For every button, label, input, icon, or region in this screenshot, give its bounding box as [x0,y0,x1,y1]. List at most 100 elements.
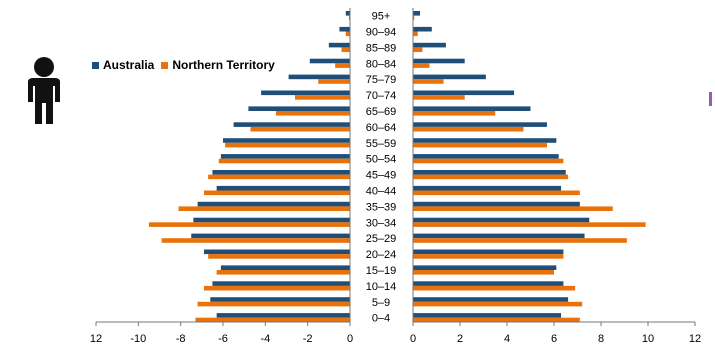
right-tick-label-2: 4 [504,333,510,345]
bar-left-australia-5-9 [210,297,350,302]
bar-right-australia-70-74 [413,90,515,96]
right-tick-label-3: 6 [551,333,557,345]
bar-left-northern-territory-35-39 [178,206,350,211]
legend-item-australia: Australia [92,58,154,72]
bar-left-northern-territory-70-74 [294,95,350,100]
bar-left-australia-75-79 [288,74,350,80]
bar-left-northern-territory-75-79 [318,79,350,84]
left-tick-label-5: -2 [303,333,313,345]
bar-right-australia-5-9 [413,297,569,302]
bar-left-northern-territory-95- [348,15,350,21]
bar-right-australia-10-14 [413,281,564,286]
age-label-90-94: 90–94 [366,27,397,39]
bar-left-australia-20-24 [203,249,350,255]
bar-right-australia-55-59 [413,138,557,143]
bar-right-australia-85-89 [413,42,446,48]
bar-left-australia-25-29 [191,233,350,239]
bar-right-northern-territory-20-24 [413,254,564,259]
bar-right-northern-territory-55-59 [413,142,547,148]
bar-left-australia-45-49 [212,170,350,175]
age-label-10-14: 10–14 [366,281,397,293]
bar-left-northern-territory-80-84 [335,63,350,68]
bar-left-australia-65-69 [248,106,350,111]
right-tick-label-6: 12 [689,333,701,345]
age-label-40-44: 40–44 [366,186,397,198]
bar-left-northern-territory-55-59 [225,142,350,148]
bar-right-australia-40-44 [413,185,562,191]
bar-right-australia-50-54 [413,154,559,159]
right-tick-label-4: 8 [598,333,604,345]
bar-left-northern-territory-50-54 [218,158,350,164]
bar-right-northern-territory-45-49 [413,174,569,180]
bar-left-northern-territory-0-4 [195,317,350,323]
bar-right-northern-territory-75-79 [413,79,444,84]
age-label-80-84: 80–84 [366,58,397,70]
legend-item-northern-territory: Northern Territory [161,58,275,72]
age-label-65-69: 65–69 [366,106,397,118]
left-tick-label-6: 0 [347,333,353,345]
left-tick-label-3: -6 [218,333,228,345]
left-tick-label-1: -10 [130,333,146,345]
right-tick-label-0: 0 [410,333,416,345]
bar-left-australia-50-54 [220,154,350,159]
bar-right-northern-territory-80-84 [413,63,430,68]
bar-right-northern-territory-30-34 [413,222,646,227]
legend-label-australia: Australia [103,58,155,72]
age-label-20-24: 20–24 [366,249,397,261]
bar-right-northern-territory-5-9 [413,301,583,307]
bar-right-northern-territory-50-54 [413,158,564,164]
age-label-60-64: 60–64 [366,122,397,134]
bar-right-northern-territory-35-39 [413,206,613,211]
age-label-50-54: 50–54 [366,154,397,166]
right-tick-label-5: 10 [642,333,654,345]
bar-left-australia-0-4 [216,313,350,318]
bar-right-australia-65-69 [413,106,531,111]
bar-left-northern-territory-45-49 [208,174,350,180]
bar-right-northern-territory-60-64 [413,126,524,132]
bar-left-australia-35-39 [197,201,350,207]
bar-right-australia-80-84 [413,58,465,64]
bar-right-northern-territory-25-29 [413,238,627,243]
age-label-0-4: 0–4 [372,313,390,325]
bar-left-northern-territory-10-14 [203,285,350,291]
bar-right-australia-15-19 [413,265,557,270]
legend: Australia Northern Territory [92,58,282,72]
left-tick-label-2: -8 [176,333,186,345]
bar-left-northern-territory-60-64 [250,126,350,132]
bar-right-northern-territory-65-69 [413,111,496,116]
bar-right-australia-95- [413,11,421,16]
age-label-75-79: 75–79 [366,74,397,86]
age-label-25-29: 25–29 [366,233,397,245]
legend-swatch-australia [92,61,99,69]
bar-left-northern-territory-25-29 [161,238,350,243]
bar-left-australia-80-84 [309,58,350,64]
age-label-30-34: 30–34 [366,217,397,229]
age-label-15-19: 15–19 [366,265,397,277]
bar-left-australia-10-14 [212,281,350,286]
bar-right-australia-45-49 [413,170,566,175]
left-panel-bars [148,11,350,323]
bar-right-northern-territory-70-74 [413,95,465,100]
bar-left-australia-60-64 [233,122,350,127]
bar-right-northern-territory-90-94 [413,31,418,37]
bar-left-northern-territory-65-69 [275,111,350,116]
legend-swatch-northern-territory [161,61,169,69]
age-label-55-59: 55–59 [366,138,397,150]
age-label-45-49: 45–49 [366,170,397,182]
bar-left-northern-territory-90-94 [345,31,350,37]
left-tick-label-0: 12 [90,333,102,345]
bar-left-australia-70-74 [261,90,350,96]
age-group-labels: 0–4 5–9 10–14 15–19 20–24 25–29 30–34 35–39 40–4… [366,11,397,325]
bar-right-northern-territory-0-4 [413,317,580,323]
bar-right-australia-75-79 [413,74,486,80]
bar-right-australia-30-34 [413,217,590,223]
tick-labels: 12 -10 -8 -6 -4 -2 0 0 2 4 6 8 10 12 [90,322,701,345]
bar-right-australia-25-29 [413,233,585,239]
bar-left-northern-territory-40-44 [203,190,350,196]
age-label-35-39: 35–39 [366,201,397,213]
bar-left-australia-90-94 [339,26,350,32]
bar-left-australia-30-34 [193,217,350,223]
bar-left-australia-40-44 [216,185,350,191]
bar-right-northern-territory-40-44 [413,190,580,196]
